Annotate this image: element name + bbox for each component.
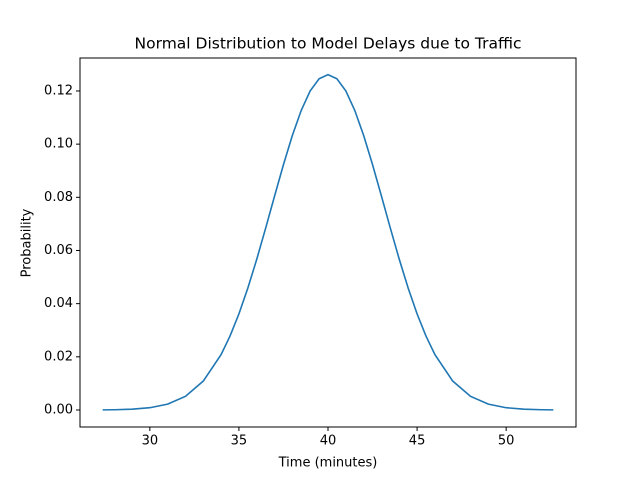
chart-title: Normal Distribution to Model Delays due …: [135, 35, 522, 53]
y-tick-label: 0.06: [44, 243, 73, 258]
x-tick-label: 35: [231, 434, 248, 449]
x-tick-label: 40: [320, 434, 337, 449]
y-tick-label: 0.10: [44, 137, 73, 152]
y-tick-label: 0.00: [44, 402, 73, 417]
line-series: [102, 73, 554, 411]
y-tick-label: 0.02: [44, 349, 73, 364]
x-tick-label: 50: [498, 434, 515, 449]
x-tick-label: 30: [142, 434, 159, 449]
plot-frame: [79, 57, 577, 428]
y-axis-label: Probability: [20, 208, 35, 277]
x-axis-label: Time (minutes): [278, 456, 378, 471]
x-tick-label: 45: [409, 434, 426, 449]
y-tick-label: 0.08: [44, 190, 73, 205]
y-tick-label: 0.12: [44, 83, 73, 98]
y-tick-label: 0.04: [44, 296, 73, 311]
